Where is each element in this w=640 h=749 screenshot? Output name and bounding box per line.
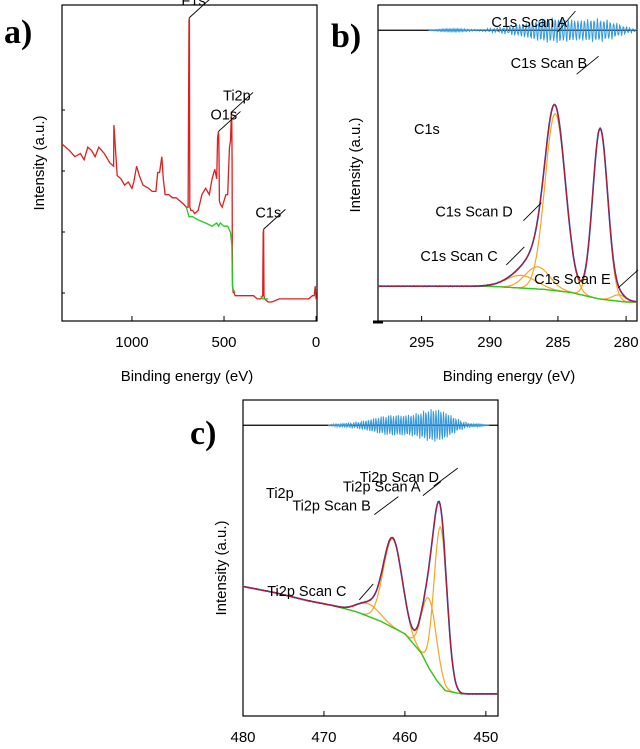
panel-c-fit-line [242, 500, 499, 696]
panel-c-series [242, 500, 499, 696]
panel-c-x-tick-label-0: 480 [230, 729, 255, 746]
panel-b-residual-line [428, 17, 638, 43]
panel-a-y-axis-label: Intensity (a.u.) [31, 115, 48, 210]
panel-c-leader-3 [358, 583, 374, 601]
panel-c-y-axis-label: Intensity (a.u.) [213, 520, 230, 615]
panel-c-component-3 [242, 585, 498, 695]
panel-b-background-line [378, 285, 637, 303]
panel-b-x-tick-label-0: 295 [409, 334, 434, 351]
panel-a-annotation-0: F1s [181, 0, 205, 10]
panel-a-annotations: F1s Ti2p O1s C1s [181, 0, 286, 230]
panel-b-leader-1 [576, 55, 599, 75]
panel-c-annotation-1: Ti2p Scan A [343, 480, 421, 496]
panel-b-fit-line [377, 103, 638, 303]
panel-b-leader-3 [505, 246, 525, 266]
panel-a-x-axis-label: Binding energy (eV) [121, 368, 254, 385]
panel-c-residual [243, 409, 498, 442]
panel-a-leader-3 [263, 209, 286, 230]
panel-c-x-tick-label-1: 470 [311, 729, 336, 746]
panel-a-survey-line-0 [61, 17, 317, 303]
panel-c-annotation-3: Ti2p Scan C [267, 584, 346, 600]
panel-b-x-tick-label-1: 290 [477, 334, 502, 351]
panel-b-x-tick-label-2: 285 [545, 334, 570, 351]
panel-b-leader-2 [523, 202, 542, 222]
panel-a-survey-spectrum: a) 1000 500 0 F1s Ti2p O1s C1s Binding energy… [4, 0, 320, 385]
panel-a-leader-0 [189, 0, 210, 18]
panel-b-series [377, 103, 638, 303]
panel-c-leader-2 [374, 496, 399, 515]
panel-a-y-tick-marks [62, 109, 65, 294]
panel-a-annotation-2: O1s [210, 107, 237, 123]
panel-c-leader-0 [433, 467, 459, 487]
panel-b-leader-4 [617, 269, 639, 289]
panel-c-plot-frame [242, 399, 499, 717]
panel-b-annotations: C1s Scan A C1s Scan B C1s Scan D C1s Scan C… [420, 10, 639, 289]
panel-c-residual-line [327, 409, 490, 442]
panel-c-letter: c) [190, 415, 216, 452]
panel-b-y-axis-label: Intensity (a.u.) [347, 117, 364, 212]
panel-c-leader-1 [422, 481, 442, 496]
panel-a-letter: a) [4, 14, 32, 51]
panel-b-x-tick-label-3: 280 [614, 334, 639, 351]
panel-a-x-tick-label-0: 1000 [115, 334, 148, 351]
panel-a-plot-frame [61, 4, 318, 322]
panel-b-annotation-0: C1s Scan A [491, 15, 567, 31]
panel-b-annotation-3: C1s Scan C [420, 249, 497, 265]
panel-a-background-line-2 [260, 295, 269, 300]
panel-a-leader-1 [230, 92, 254, 113]
panel-c-background-line [242, 585, 498, 695]
panel-c-component-2 [242, 538, 498, 695]
panel-a-series [61, 17, 317, 303]
panel-c-x-tick-label-3: 450 [473, 729, 498, 746]
panel-c-annotation-0: Ti2p Scan D [360, 470, 439, 486]
panel-a-annotation-3: C1s [255, 205, 281, 221]
panel-b-inline-label: C1s [414, 122, 440, 138]
panel-c-component-0 [242, 525, 498, 695]
panel-a-annotation-1: Ti2p [223, 88, 251, 104]
panel-b-letter: b) [331, 18, 361, 55]
panel-a-x-tick-label-1: 500 [212, 334, 237, 351]
panel-b-residual [378, 17, 638, 43]
panel-a-background-line-1 [185, 207, 236, 293]
panel-b-annotation-2: C1s Scan D [435, 205, 512, 221]
panel-c-x-tick-label-2: 460 [392, 729, 417, 746]
panel-b-x-axis-label: Binding energy (eV) [443, 368, 576, 385]
panel-a-x-tick-label-2: 0 [312, 334, 320, 351]
panel-a-x-ticks: 1000 500 0 [115, 316, 320, 351]
panel-b-annotation-4: C1s Scan E [534, 272, 611, 288]
panel-c-x-ticks: 480 470 460 450 [230, 711, 498, 746]
panel-b-annotation-1: C1s Scan B [511, 56, 588, 72]
panel-c-inline-label: Ti2p [266, 486, 294, 502]
panel-a-leader-2 [218, 111, 241, 132]
panel-b-x-ticks: 295 290 285 280 [409, 316, 639, 351]
panel-c-annotation-2: Ti2p Scan B [292, 499, 370, 515]
panel-b-component-4 [378, 285, 638, 303]
panel-b-leader-0 [557, 10, 576, 33]
panel-b-plot-frame [377, 4, 638, 322]
panel-c-component-1 [242, 585, 498, 695]
